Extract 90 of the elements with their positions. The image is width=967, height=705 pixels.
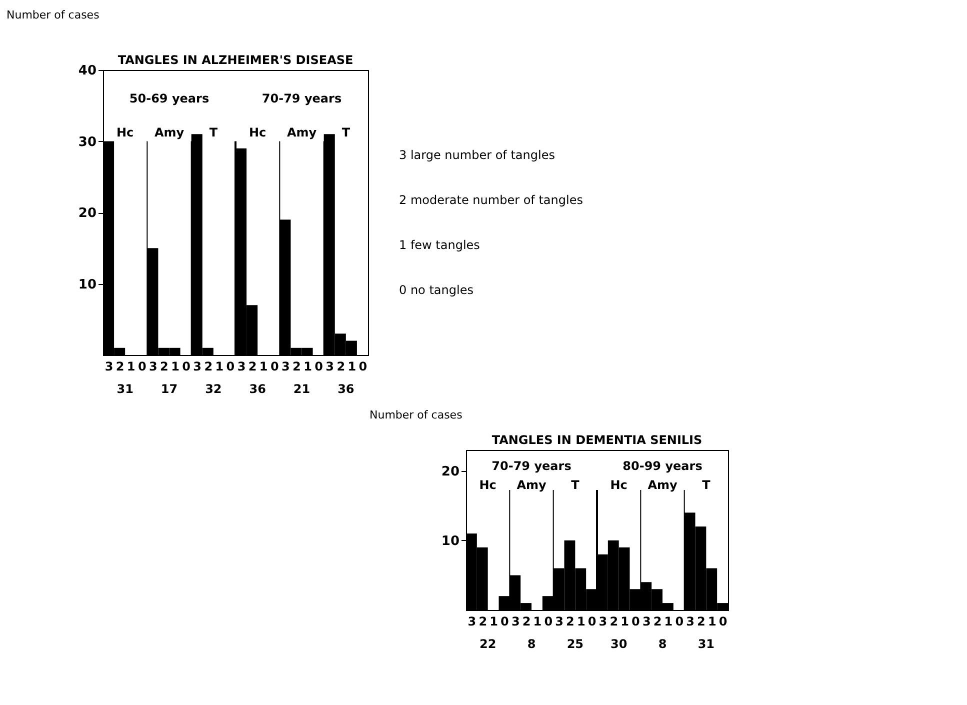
y-axis-title: Number of cases: [370, 408, 463, 422]
text: 36: [338, 382, 354, 396]
y-axis-title: Number of cases: [6, 8, 100, 22]
text: 25: [566, 637, 584, 651]
x-tick-label: 1: [533, 614, 542, 628]
annotation: 50-69 years: [129, 92, 210, 106]
text: 8: [658, 637, 667, 651]
x-tick-label: 3: [468, 614, 476, 628]
chart-title: TANGLES IN ALZHEIMER'S DISEASE: [118, 53, 354, 67]
annotation: 70-79 years: [262, 92, 342, 106]
annotation: T: [702, 478, 712, 492]
x-tick-label: 1: [348, 360, 356, 374]
x-tick-label: 3: [642, 614, 651, 628]
annotation: Hc: [610, 478, 628, 492]
x-tick-label: 2: [610, 614, 618, 628]
x-tick-label: 2: [292, 360, 301, 374]
x-tick-label: 2: [160, 360, 168, 374]
annotation: Hc: [116, 126, 134, 140]
x-tick-label: 1: [215, 360, 224, 374]
x-tick-label: 3: [555, 614, 564, 628]
text: 1 few tangles: [399, 238, 480, 252]
text: 36: [249, 382, 266, 396]
x-tick-label: 0: [718, 614, 728, 628]
annotation: Amy: [516, 478, 546, 492]
x-tick-label: 2: [478, 614, 488, 628]
x-tick-label: 1: [259, 360, 268, 374]
annotation: 70-79 years: [492, 459, 572, 473]
x-tick-label: 3: [104, 360, 114, 374]
x-tick-label: 1: [490, 614, 498, 628]
text: 8: [527, 637, 536, 651]
annotation: T: [342, 126, 351, 140]
x-tick-label: 0: [500, 614, 509, 628]
x-tick-label: 1: [708, 614, 716, 628]
x-tick-label: 2: [248, 360, 257, 374]
x-tick-label: 3: [686, 614, 694, 628]
annotation: 80-99 years: [622, 459, 702, 473]
x-tick-label: 2: [522, 614, 531, 628]
x-tick-label: 0: [226, 360, 235, 374]
x-tick-label: 2: [204, 360, 213, 374]
y-tick-label: 10: [78, 277, 96, 292]
y-tick-label: 40: [78, 64, 96, 78]
x-tick-label: 0: [675, 614, 684, 628]
chart-title: TANGLES IN DEMENTIA SENILIS: [492, 433, 702, 447]
text: 32: [205, 382, 222, 396]
x-tick-label: 1: [576, 614, 586, 628]
annotation: Hc: [479, 478, 496, 492]
x-tick-label: 3: [282, 360, 290, 374]
x-tick-label: 0: [314, 360, 323, 374]
x-tick-label: 3: [326, 360, 334, 374]
x-tick-label: 1: [664, 614, 673, 628]
x-tick-label: 0: [544, 614, 553, 628]
x-tick-label: 3: [193, 360, 202, 374]
x-tick-label: 0: [358, 360, 368, 374]
y-tick-label: 10: [441, 534, 460, 549]
x-tick-label: 0: [182, 360, 190, 374]
x-tick-label: 0: [270, 360, 279, 374]
x-tick-label: 1: [126, 360, 136, 374]
y-tick-label: 30: [78, 134, 96, 150]
x-tick-label: 1: [620, 614, 629, 628]
text: 22: [479, 637, 496, 651]
text: 21: [293, 382, 310, 396]
annotation: Hc: [249, 126, 266, 140]
x-tick-label: 2: [653, 614, 662, 628]
x-tick-label: 1: [304, 360, 312, 374]
x-tick-label: 2: [566, 614, 574, 628]
x-tick-label: 2: [116, 360, 124, 374]
x-tick-label: 3: [237, 360, 246, 374]
x-tick-label: 3: [149, 360, 158, 374]
x-tick-label: 2: [336, 360, 346, 374]
annotation: Amy: [286, 126, 317, 140]
annotation: T: [571, 478, 580, 492]
x-tick-label: 0: [632, 614, 640, 628]
annotation: Amy: [648, 478, 678, 492]
text: 0 no tangles: [399, 283, 474, 297]
annotation: Amy: [154, 126, 184, 140]
x-tick-label: 0: [588, 614, 596, 628]
y-tick-label: 20: [78, 206, 96, 221]
x-tick-label: 0: [138, 360, 146, 374]
text: 31: [698, 637, 715, 651]
x-tick-label: 3: [511, 614, 520, 628]
x-tick-label: 2: [697, 614, 706, 628]
x-tick-label: 1: [171, 360, 180, 374]
x-tick-label: 3: [598, 614, 608, 628]
text: 3 large number of tangles: [399, 148, 555, 162]
y-tick-label: 20: [441, 464, 460, 480]
text: 31: [116, 382, 134, 396]
text: 17: [160, 382, 178, 396]
annotation: T: [209, 126, 218, 140]
text: 2 moderate number of tangles: [399, 193, 583, 207]
text: 30: [610, 637, 628, 651]
